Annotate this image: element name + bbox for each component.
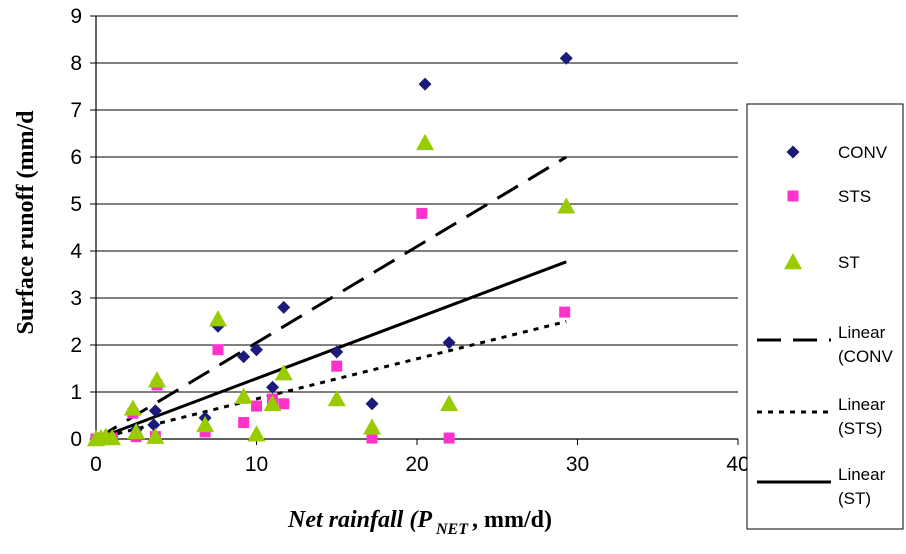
legend-label: (STS) [838,419,882,438]
point-st [209,310,227,326]
y-tick-label: 5 [70,193,82,216]
x-tick-label: 20 [405,453,428,476]
legend-label: Linear [838,395,886,414]
point-st [124,399,142,415]
point-sts [331,361,342,372]
point-st [196,416,214,432]
y-tick-label: 6 [70,146,82,169]
legend-label: (ST) [838,489,871,508]
x-tick-label: 30 [566,453,589,476]
y-axis-title: Surface runoff (mm/d [13,110,39,335]
point-st [148,371,166,387]
point-st [440,395,458,411]
y-tick-label: 0 [70,428,82,451]
point-sts [444,433,455,444]
y-tick-label: 7 [70,99,82,122]
y-tick-label: 9 [70,5,82,28]
point-conv [366,397,379,410]
x-axis-title-subscript: NET [432,521,472,538]
point-sts [251,401,262,412]
grid-layer [96,16,738,392]
point-sts [416,208,427,219]
point-st [557,197,575,213]
point-st [363,418,381,434]
legend-square-icon [788,191,799,202]
y-tick-label: 3 [70,287,82,310]
legend-label: CONV [838,143,888,162]
marker-layer [87,52,575,446]
axis-layer: 0 1 2 3 4 5 6 7 8 9 0 10 20 30 40 [70,5,749,476]
legend-label: STS [838,187,871,206]
y-tick-label: 1 [70,381,82,404]
x-tick-label: 40 [726,453,749,476]
x-axis-title: Net rainfall (P NET , mm/d) [287,507,552,538]
legend: CONV STS ST Linear (CONV Linear (STS) Linear (ST… [747,104,903,529]
point-st [416,134,434,150]
legend-label: ST [838,253,860,272]
point-conv [419,78,432,91]
point-sts [278,398,289,409]
x-tick-label: 0 [90,453,102,476]
legend-label: (CONV [838,347,893,366]
y-tick-label: 4 [70,240,82,263]
y-tick-label: 2 [70,334,82,357]
point-sts [212,344,223,355]
trendline-st [96,262,566,439]
legend-label: Linear [838,323,886,342]
x-axis-title-main: Net rainfall (P [287,507,432,533]
point-conv [277,301,290,314]
point-st [248,425,266,441]
point-sts [238,417,249,428]
legend-label: Linear [838,465,886,484]
point-sts [559,307,570,318]
x-tick-label: 10 [245,453,268,476]
point-conv [443,336,456,349]
point-st [146,428,164,444]
trendline-sts [96,322,566,440]
y-tick-label: 8 [70,52,82,75]
point-st [235,388,253,404]
x-axis-title-rest: , mm/d) [472,507,552,533]
